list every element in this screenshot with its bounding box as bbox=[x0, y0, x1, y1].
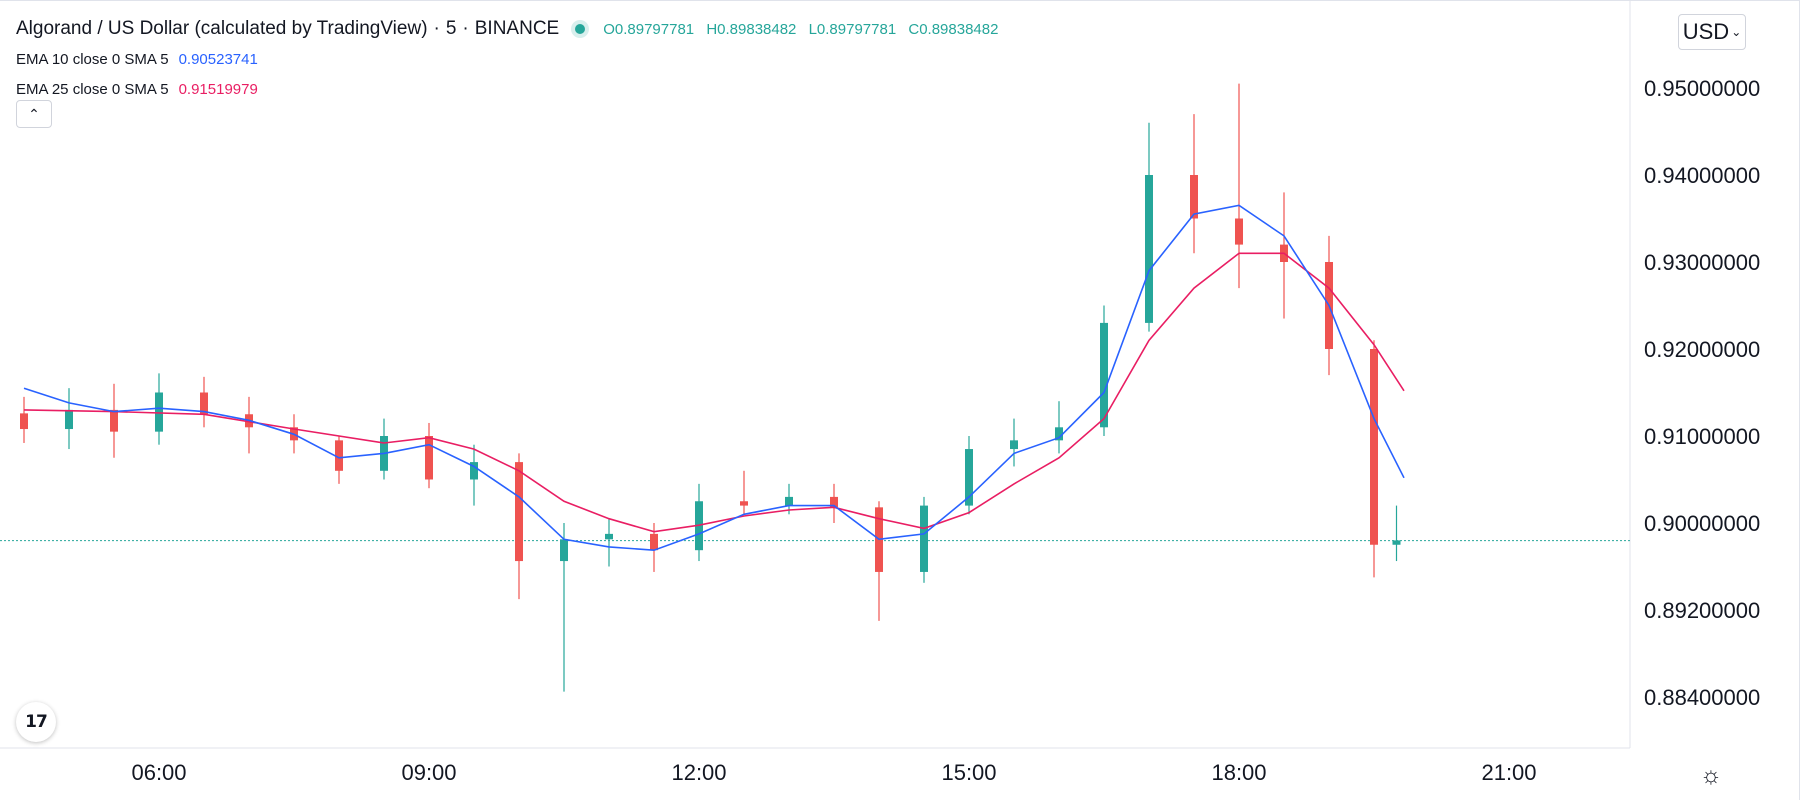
currency-label: USD bbox=[1682, 19, 1730, 44]
time-axis[interactable]: 06:00 09:00 12:00 15:00 18:00 21:00 bbox=[131, 760, 1536, 785]
candle-body bbox=[740, 501, 748, 506]
time-tick-label: 06:00 bbox=[131, 760, 186, 785]
price-axis[interactable]: 0.95000000 0.94000000 0.93000000 0.92000000… bbox=[1644, 76, 1760, 710]
low-label: L bbox=[808, 20, 817, 38]
price-tick-label: 0.88400000 bbox=[1644, 685, 1760, 710]
candlestick-series bbox=[20, 83, 1401, 692]
open-label: O bbox=[603, 20, 615, 38]
time-tick-label: 09:00 bbox=[401, 760, 456, 785]
price-tick-label: 0.95000000 bbox=[1644, 76, 1760, 101]
candle-body bbox=[335, 440, 343, 471]
chevron-up-icon: ⌃ bbox=[28, 105, 40, 122]
candle-body bbox=[830, 496, 838, 508]
time-tick-label: 18:00 bbox=[1211, 760, 1266, 785]
candle-body bbox=[20, 413, 28, 430]
low-value: 0.89797781 bbox=[816, 20, 897, 38]
candle-body bbox=[920, 505, 928, 572]
candle-body bbox=[515, 462, 523, 562]
indicator-label: EMA 25 close 0 SMA 5 bbox=[16, 80, 169, 98]
high-label: H bbox=[706, 20, 718, 38]
indicator-value: 0.90523741 bbox=[178, 50, 258, 68]
separator: · bbox=[433, 18, 440, 39]
time-tick-label: 21:00 bbox=[1481, 760, 1536, 785]
chevron-down-icon: ⌄ bbox=[1731, 25, 1742, 39]
time-tick-label: 15:00 bbox=[941, 760, 996, 785]
price-tick-label: 0.90000000 bbox=[1644, 511, 1760, 536]
candle-body bbox=[155, 392, 163, 432]
high-value: 0.89838482 bbox=[717, 20, 797, 38]
price-tick-label: 0.91000000 bbox=[1644, 424, 1760, 449]
candle-body bbox=[560, 539, 568, 562]
symbol-row: Algorand / US Dollar (calculated by Trad… bbox=[16, 14, 998, 44]
ema25-line bbox=[23, 252, 1405, 533]
collapse-legend-button[interactable]: ⌃ bbox=[16, 100, 52, 128]
candle-body bbox=[1145, 175, 1153, 323]
price-tick-label: 0.94000000 bbox=[1644, 163, 1760, 188]
candle-body bbox=[425, 436, 433, 480]
indicator-label: EMA 10 close 0 SMA 5 bbox=[16, 50, 169, 68]
chart-legend: Algorand / US Dollar (calculated by Trad… bbox=[16, 14, 998, 104]
candle-body bbox=[1392, 540, 1401, 545]
candle-body bbox=[200, 392, 208, 415]
candle-body bbox=[1235, 218, 1243, 245]
candle-body bbox=[1190, 175, 1198, 219]
ohlc-values: O0.89797781 H0.89838482 L0.89797781 C0.8… bbox=[603, 21, 998, 38]
settings-icon[interactable]: ☼ bbox=[1700, 762, 1722, 789]
currency-selector[interactable]: USD ⌄ bbox=[1678, 14, 1746, 50]
candle-body bbox=[1055, 427, 1063, 441]
candle-body bbox=[1100, 322, 1108, 428]
time-tick-label: 12:00 bbox=[671, 760, 726, 785]
tradingview-logo-icon[interactable]: 17 bbox=[16, 702, 56, 742]
indicator-value: 0.91519979 bbox=[178, 80, 258, 98]
candle-body bbox=[65, 409, 73, 430]
logo-text: 17 bbox=[25, 712, 48, 732]
candle-body bbox=[650, 533, 658, 551]
close-value: 0.89838482 bbox=[919, 20, 999, 38]
candle-body bbox=[110, 409, 118, 432]
candle-body bbox=[965, 449, 973, 506]
exchange-label: BINANCE bbox=[474, 18, 560, 39]
separator: · bbox=[462, 18, 469, 39]
interval-label[interactable]: 5 bbox=[445, 18, 457, 39]
price-tick-label: 0.93000000 bbox=[1644, 250, 1760, 275]
market-status-icon bbox=[575, 24, 586, 34]
candle-body bbox=[470, 462, 478, 480]
candle-body bbox=[605, 533, 613, 540]
close-label: C bbox=[908, 20, 920, 38]
symbol-title[interactable]: Algorand / US Dollar (calculated by Trad… bbox=[16, 18, 428, 39]
indicator-ema25[interactable]: EMA 25 close 0 SMA 5 0.91519979 bbox=[16, 74, 998, 104]
indicator-ema10[interactable]: EMA 10 close 0 SMA 5 0.90523741 bbox=[16, 44, 998, 74]
ema10-line bbox=[23, 204, 1405, 552]
open-value: 0.89797781 bbox=[614, 20, 695, 38]
price-tick-label: 0.92000000 bbox=[1644, 337, 1760, 362]
candle-body bbox=[1010, 440, 1018, 450]
candle-body bbox=[785, 496, 793, 506]
candle-body bbox=[1370, 349, 1378, 545]
price-tick-label: 0.89200000 bbox=[1644, 598, 1760, 623]
